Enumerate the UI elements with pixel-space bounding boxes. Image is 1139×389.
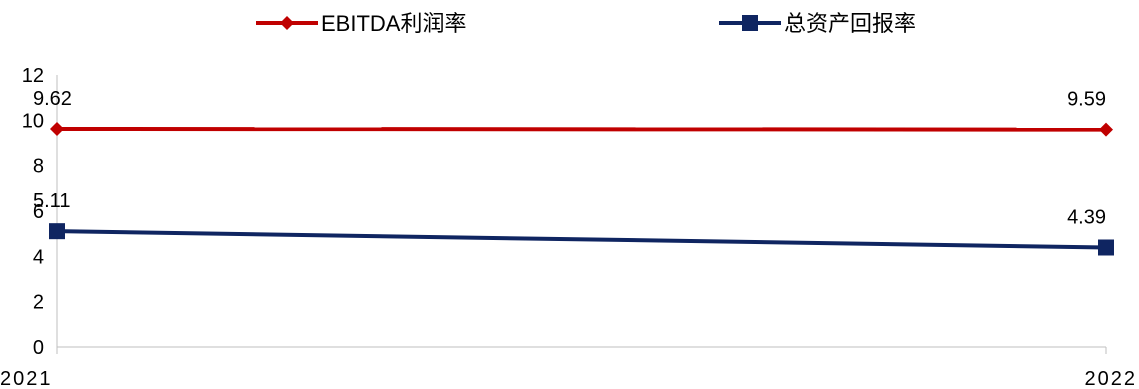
data-point-diamond xyxy=(1099,122,1113,137)
data-label: 9.62 xyxy=(33,88,72,110)
data-point-diamond xyxy=(50,121,64,136)
x-axis: 2021 2022 xyxy=(0,346,1138,389)
y-tick-label: 6 xyxy=(33,201,44,223)
data-point-square xyxy=(49,223,65,240)
legend: EBITDA利润率 总资产回报率 xyxy=(256,11,916,36)
legend-item-ebitda: EBITDA利润率 xyxy=(256,11,466,36)
legend-square-marker-icon xyxy=(742,15,758,31)
series-line-0 xyxy=(56,126,1107,132)
data-label: 9.59 xyxy=(1067,89,1106,111)
series-line-1 xyxy=(56,229,1107,250)
series-layer xyxy=(49,121,1114,256)
data-point-square xyxy=(1098,239,1114,256)
y-tick-label: 8 xyxy=(33,156,44,178)
y-tick-label: 10 xyxy=(22,110,44,132)
legend-item-roa: 总资产回报率 xyxy=(719,11,916,36)
data-label: 4.39 xyxy=(1067,206,1106,228)
y-tick-label: 4 xyxy=(33,246,44,268)
y-axis: 0 2 4 6 8 10 12 xyxy=(22,65,58,359)
legend-label-ebitda: EBITDA利润率 xyxy=(321,11,466,36)
legend-diamond-marker-icon xyxy=(280,16,294,30)
y-tick-label: 12 xyxy=(22,65,44,87)
data-label: 5.11 xyxy=(33,190,70,212)
x-tick-label: 2022 xyxy=(1085,368,1138,389)
y-tick-label: 2 xyxy=(33,292,44,314)
legend-label-roa: 总资产回报率 xyxy=(784,11,916,36)
data-labels: 9.62 9.59 5.11 4.39 xyxy=(33,88,1106,229)
y-tick-label: 0 xyxy=(33,337,44,359)
x-tick-label: 2021 xyxy=(0,368,53,389)
